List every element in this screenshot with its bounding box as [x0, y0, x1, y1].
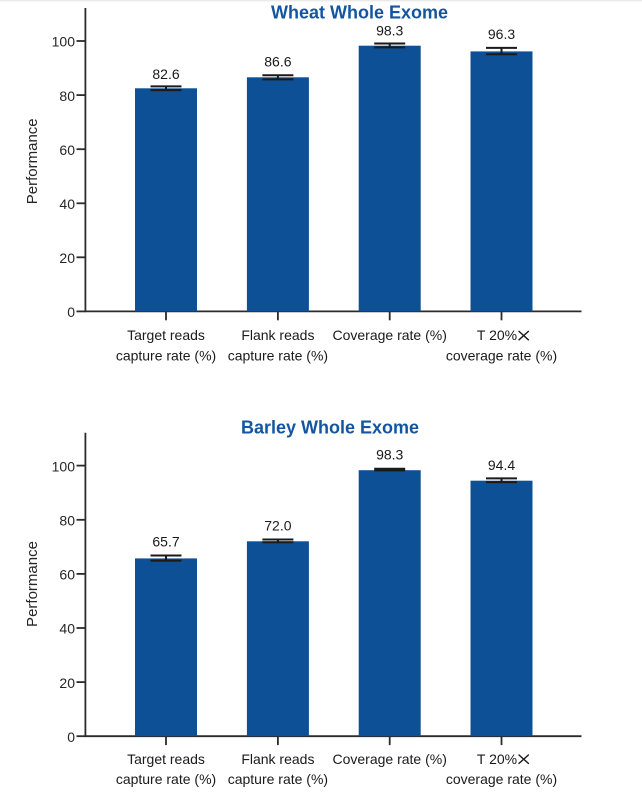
svg-text:Performance: Performance	[24, 541, 41, 627]
svg-text:capture rate (%): capture rate (%)	[228, 771, 328, 787]
svg-text:coverage rate (%): coverage rate (%)	[446, 348, 557, 364]
svg-text:80: 80	[59, 88, 75, 104]
svg-text:98.3: 98.3	[376, 447, 403, 463]
svg-text:100: 100	[52, 34, 76, 50]
svg-text:94.4: 94.4	[488, 457, 515, 473]
svg-text:Target reads: Target reads	[127, 327, 205, 343]
svg-text:20: 20	[59, 250, 75, 266]
svg-text:Target reads: Target reads	[127, 751, 205, 767]
svg-text:72.0: 72.0	[264, 517, 291, 533]
svg-text:T 20%: T 20%	[477, 751, 517, 767]
svg-text:T 20%: T 20%	[477, 327, 517, 343]
svg-text:Flank reads: Flank reads	[241, 751, 314, 767]
svg-text:60: 60	[59, 142, 75, 158]
svg-text:82.6: 82.6	[152, 66, 179, 82]
svg-text:coverage rate (%): coverage rate (%)	[446, 771, 557, 787]
svg-text:96.3: 96.3	[488, 26, 515, 42]
svg-text:Flank reads: Flank reads	[241, 327, 314, 343]
svg-text:capture rate (%): capture rate (%)	[116, 348, 216, 364]
svg-text:98.3: 98.3	[376, 22, 403, 38]
svg-text:60: 60	[59, 567, 75, 583]
svg-text:40: 40	[59, 196, 75, 212]
svg-text:capture rate (%): capture rate (%)	[116, 771, 216, 787]
svg-text:20: 20	[59, 675, 75, 691]
svg-text:Barley Whole Exome: Barley Whole Exome	[241, 417, 419, 437]
svg-text:Wheat Whole Exome: Wheat Whole Exome	[271, 3, 448, 23]
svg-text:Performance: Performance	[24, 118, 41, 204]
svg-text:80: 80	[59, 513, 75, 529]
svg-text:86.6: 86.6	[264, 54, 291, 70]
svg-text:0: 0	[67, 729, 75, 745]
svg-text:40: 40	[59, 621, 75, 637]
svg-text:Coverage rate (%): Coverage rate (%)	[333, 751, 447, 767]
svg-text:100: 100	[52, 458, 76, 474]
svg-text:Coverage rate (%): Coverage rate (%)	[333, 327, 447, 343]
svg-text:capture rate (%): capture rate (%)	[228, 348, 328, 364]
svg-text:0: 0	[67, 304, 75, 320]
svg-text:65.7: 65.7	[152, 533, 179, 549]
